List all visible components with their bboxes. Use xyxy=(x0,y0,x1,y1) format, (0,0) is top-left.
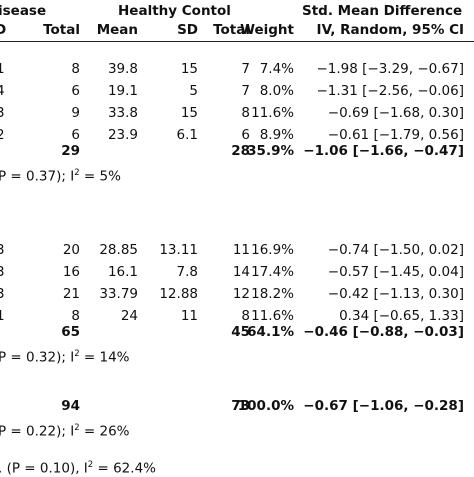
cell-total-disease: 6 xyxy=(71,127,80,143)
subheader-total-control: Total xyxy=(213,22,250,38)
cell-sd: 5 xyxy=(189,83,198,99)
cell-smd-ci: 0.34 [−0.65, 1.33] xyxy=(339,308,464,324)
cell-smd-ci: −0.74 [−1.50, 0.02] xyxy=(327,242,464,258)
cell-total-control: 6 xyxy=(241,127,250,143)
cell-sd: 13.11 xyxy=(159,242,198,258)
cell-total-control: 14 xyxy=(232,264,250,280)
cell-study: 2 xyxy=(0,127,5,143)
cell-weight: 11.6% xyxy=(251,308,294,324)
cell-mean: 33.79 xyxy=(99,286,138,302)
cell-smd-ci: −0.61 [−1.79, 0.56] xyxy=(327,127,464,143)
cell-study: 1 xyxy=(0,308,5,324)
cell-weight: 17.4% xyxy=(251,264,294,280)
cell-mean: 23.9 xyxy=(107,127,138,143)
cell-weight: 16.9% xyxy=(251,242,294,258)
cell-total-disease: 6 xyxy=(71,83,80,99)
cell-study: 4 xyxy=(0,83,5,99)
subtotal-total-control: 73 xyxy=(231,398,250,414)
cell-weight: 11.6% xyxy=(251,105,294,121)
cell-total-control: 7 xyxy=(241,83,250,99)
subtotal-total-disease: 29 xyxy=(61,143,80,159)
cell-mean: 16.1 xyxy=(107,264,138,280)
subtotal-smd-ci: −0.67 [−1.06, −0.28] xyxy=(303,398,464,414)
cell-study: 3 xyxy=(0,105,5,121)
cell-weight: 7.4% xyxy=(259,61,294,77)
cell-total-disease: 20 xyxy=(62,242,80,258)
cell-smd-ci: −1.31 [−2.56, −0.06] xyxy=(316,83,464,99)
heterogeneity-text: P = 0.37); I2 = 5% xyxy=(0,165,121,185)
cell-sd: 12.88 xyxy=(159,286,198,302)
cell-total-disease: 21 xyxy=(62,286,80,302)
cell-study: 3 xyxy=(0,242,5,258)
subheader-sd: SD xyxy=(177,22,198,38)
subtotal-total-disease: 94 xyxy=(61,398,80,414)
subtotal-smd-ci: −0.46 [−0.88, −0.03] xyxy=(303,324,464,340)
heterogeneity-value: = 14% xyxy=(79,349,130,366)
subtotal-weight: 35.9% xyxy=(247,143,294,159)
cell-study: 3 xyxy=(0,286,5,302)
cell-total-control: 8 xyxy=(241,308,250,324)
heterogeneity-value: = 62.4% xyxy=(93,460,156,477)
cell-study: 1 xyxy=(0,61,5,77)
cell-study: 3 xyxy=(0,264,5,280)
header-disease-group: isease xyxy=(0,3,47,19)
cell-sd: 7.8 xyxy=(176,264,198,280)
cell-total-disease: 16 xyxy=(62,264,80,280)
i-squared-superscript: 2 xyxy=(74,423,80,433)
cell-weight: 8.0% xyxy=(259,83,294,99)
subtotal-total-disease: 65 xyxy=(61,324,80,340)
heterogeneity-prefix: . (P = 0.10), I xyxy=(0,460,88,477)
cell-sd: 15 xyxy=(180,61,198,77)
cell-smd-ci: −0.57 [−1.45, 0.04] xyxy=(327,264,464,280)
cell-sd: 15 xyxy=(180,105,198,121)
cell-sd: 6.1 xyxy=(176,127,198,143)
cell-total-control: 12 xyxy=(232,286,250,302)
cell-smd-ci: −0.69 [−1.68, 0.30] xyxy=(327,105,464,121)
heterogeneity-prefix: P = 0.32); I xyxy=(0,349,75,366)
i-squared-superscript: 2 xyxy=(74,349,80,359)
cell-total-control: 7 xyxy=(241,61,250,77)
cell-mean: 33.8 xyxy=(107,105,138,121)
cell-weight: 18.2% xyxy=(251,286,294,302)
subheader-ci: IV, Random, 95% CI xyxy=(316,22,464,38)
heterogeneity-value: = 26% xyxy=(79,423,130,440)
subtotal-weight: 64.1% xyxy=(247,324,294,340)
heterogeneity-prefix: P = 0.22); I xyxy=(0,423,75,440)
heterogeneity-text: P = 0.22); I2 = 26% xyxy=(0,420,130,440)
cell-weight: 8.9% xyxy=(259,127,294,143)
subtotal-smd-ci: −1.06 [−1.66, −0.47] xyxy=(303,143,464,159)
cell-total-disease: 8 xyxy=(71,61,80,77)
heterogeneity-value: = 5% xyxy=(79,168,121,185)
subheader-total-disease: Total xyxy=(43,22,80,38)
cell-mean: 24 xyxy=(120,308,138,324)
heterogeneity-prefix: P = 0.37); I xyxy=(0,168,75,185)
subtotal-total-control: 28 xyxy=(231,143,250,159)
cell-mean: 28.85 xyxy=(99,242,138,258)
cell-mean: 39.8 xyxy=(107,61,138,77)
cell-total-disease: 9 xyxy=(71,105,80,121)
i-squared-superscript: 2 xyxy=(87,460,94,470)
subtotal-weight: 100.0% xyxy=(237,398,294,414)
header-smd-group: Std. Mean Difference xyxy=(302,3,463,19)
cell-sd: 11 xyxy=(180,308,198,324)
header-rule xyxy=(0,41,474,42)
heterogeneity-text: . (P = 0.10), I2 = 62.4% xyxy=(0,457,156,477)
subheader-col0: D xyxy=(0,22,7,38)
subtotal-total-control: 45 xyxy=(231,324,250,340)
header-healthy-control-group: Healthy Contol xyxy=(118,3,231,19)
i-squared-superscript: 2 xyxy=(74,168,80,178)
cell-mean: 19.1 xyxy=(107,83,138,99)
subheader-weight: Weight xyxy=(240,22,294,38)
heterogeneity-text: P = 0.32); I2 = 14% xyxy=(0,346,130,366)
cell-smd-ci: −0.42 [−1.13, 0.30] xyxy=(327,286,464,302)
cell-total-disease: 8 xyxy=(71,308,80,324)
subheader-mean: Mean xyxy=(96,22,138,38)
cell-total-control: 8 xyxy=(241,105,250,121)
cell-total-control: 11 xyxy=(232,242,250,258)
cell-smd-ci: −1.98 [−3.29, −0.67] xyxy=(316,61,464,77)
